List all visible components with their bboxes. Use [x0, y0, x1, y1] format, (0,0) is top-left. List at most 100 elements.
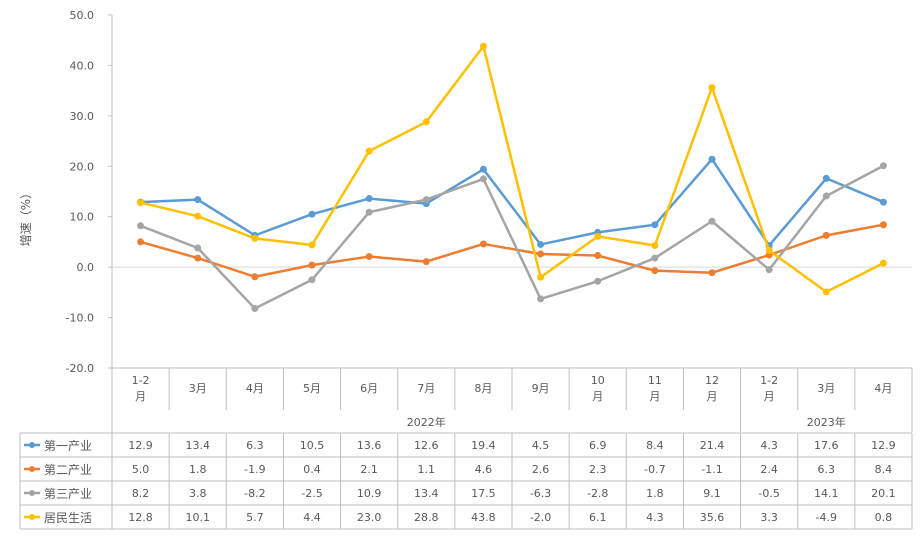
- table-cell: 4.3: [760, 439, 778, 452]
- table-cell: 10.5: [300, 439, 325, 452]
- table-cell: 5.7: [246, 511, 264, 524]
- table-cell: 3.3: [760, 511, 778, 524]
- table-cell: 20.1: [871, 487, 896, 500]
- data-point: [194, 244, 202, 252]
- data-point: [594, 232, 602, 240]
- x-tick-label: 4月: [246, 382, 264, 395]
- y-tick-label: 10.0: [70, 211, 95, 224]
- table-cell: 12.6: [414, 439, 439, 452]
- y-axis-label: 增速（%）: [19, 187, 33, 246]
- x-tick-label: 6月: [360, 382, 378, 395]
- y-tick-label: -10.0: [66, 312, 94, 325]
- table-cell: 6.3: [246, 439, 264, 452]
- data-point: [537, 240, 545, 248]
- table-cell: 9.1: [703, 487, 721, 500]
- table-cell: 0.8: [875, 511, 893, 524]
- data-point: [708, 269, 716, 277]
- series-line-4: [140, 45, 884, 294]
- data-point: [251, 304, 259, 312]
- data-point: [365, 208, 373, 216]
- table-cell: 13.4: [414, 487, 439, 500]
- table-cell: 4.4: [303, 511, 321, 524]
- series-line-3: [140, 164, 885, 310]
- data-point: [594, 252, 602, 260]
- x-tick-label: 5月: [303, 382, 321, 395]
- table-cell: 12.9: [871, 439, 896, 452]
- data-point: [537, 273, 545, 281]
- table-cell: 6.9: [589, 439, 607, 452]
- data-point: [537, 250, 545, 258]
- data-point: [708, 217, 716, 225]
- table-cell: 35.6: [700, 511, 725, 524]
- x-tick-label: 1-2 月: [132, 374, 150, 403]
- data-point: [822, 288, 830, 296]
- data-point: [765, 266, 773, 274]
- data-point: [479, 165, 487, 173]
- table-cell: -8.2: [244, 487, 265, 500]
- year-label: 2022年: [407, 415, 446, 429]
- table-cell: 8.4: [646, 439, 664, 452]
- table-cell: 1.1: [418, 463, 436, 476]
- data-point: [879, 259, 887, 267]
- table-cell: 12.8: [128, 511, 153, 524]
- data-point: [879, 162, 887, 170]
- table-cell: -0.7: [644, 463, 665, 476]
- table-cell: 12.9: [128, 439, 153, 452]
- legend-label: 第三产业: [44, 487, 92, 501]
- table-cell: 8.2: [132, 487, 150, 500]
- legend-marker-icon: [29, 442, 35, 448]
- data-point: [651, 267, 659, 275]
- table-cell: 1.8: [646, 487, 664, 500]
- x-tick-label: 3月: [817, 382, 835, 395]
- data-point: [765, 247, 773, 255]
- data-point: [422, 196, 430, 204]
- legend-label: 第二产业: [44, 463, 92, 477]
- data-point: [879, 198, 887, 206]
- table-cell: 13.4: [185, 439, 210, 452]
- data-point: [479, 42, 487, 50]
- table-cell: 17.6: [814, 439, 839, 452]
- y-tick-label: 50.0: [70, 9, 95, 22]
- table-cell: 4.3: [646, 511, 664, 524]
- y-tick-label: 30.0: [70, 110, 95, 123]
- data-point: [194, 212, 202, 220]
- data-point: [194, 196, 202, 204]
- table-cell: 4.6: [475, 463, 493, 476]
- data-point: [879, 221, 887, 229]
- table-cell: 2.6: [532, 463, 550, 476]
- legend-label: 居民生活: [44, 511, 92, 525]
- table-cell: 5.0: [132, 463, 150, 476]
- table-cell: -2.5: [301, 487, 322, 500]
- y-tick-label: 0.0: [77, 261, 95, 274]
- y-tick-label: -20.0: [66, 362, 94, 375]
- x-tick-label: 1-2 月: [760, 374, 778, 403]
- data-point: [308, 276, 316, 284]
- table-cell: 19.4: [471, 439, 496, 452]
- table-cell: 6.1: [589, 511, 607, 524]
- data-point: [365, 253, 373, 261]
- data-point: [365, 147, 373, 155]
- data-point: [308, 241, 316, 249]
- data-point: [251, 273, 259, 281]
- data-point: [708, 84, 716, 92]
- x-tick-label: 10 月: [591, 374, 605, 403]
- table-cell: 21.4: [700, 439, 725, 452]
- table-cell: 2.4: [760, 463, 778, 476]
- data-point: [422, 258, 430, 266]
- series-line-2: [140, 223, 884, 278]
- x-tick-label: 12 月: [705, 374, 719, 403]
- data-point: [137, 199, 145, 207]
- x-tick-label: 11 月: [648, 374, 662, 403]
- data-point: [537, 295, 545, 303]
- table-cell: 13.6: [357, 439, 382, 452]
- table-cell: 14.1: [814, 487, 839, 500]
- x-tick-label: 3月: [189, 382, 207, 395]
- legend-marker-icon: [29, 490, 35, 496]
- y-tick-label: 40.0: [70, 59, 95, 72]
- data-point: [251, 234, 259, 242]
- data-point: [822, 192, 830, 200]
- x-tick-label: 8月: [474, 382, 492, 395]
- data-point: [822, 231, 830, 239]
- table-cell: -4.9: [816, 511, 837, 524]
- x-tick-label: 4月: [874, 382, 892, 395]
